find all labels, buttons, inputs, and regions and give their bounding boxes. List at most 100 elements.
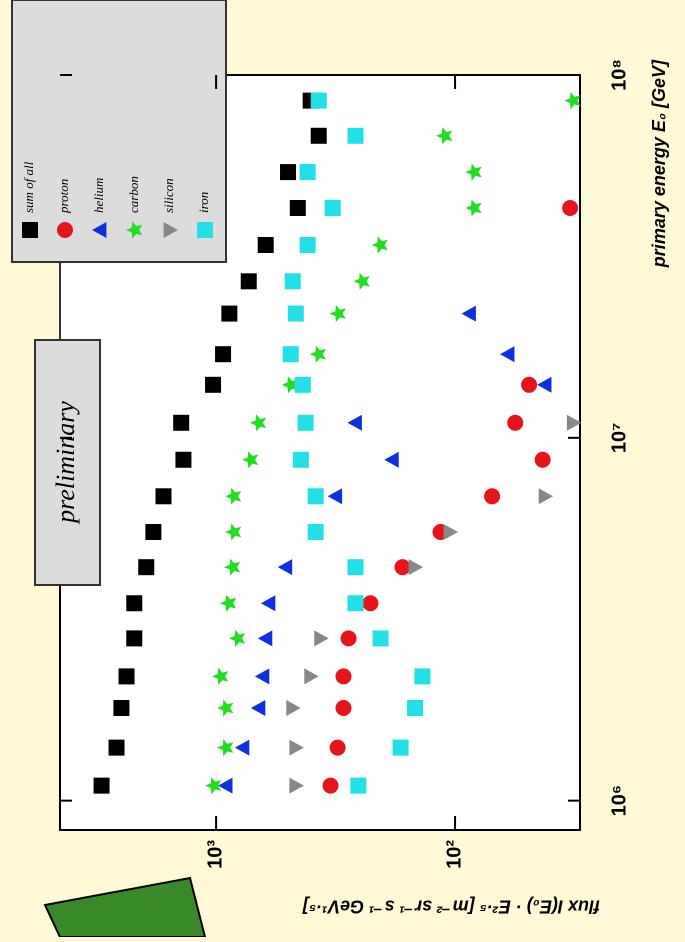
data-point	[289, 777, 304, 794]
data-point	[304, 668, 319, 685]
data-point	[297, 414, 314, 431]
data-point	[155, 488, 172, 505]
legend-label: proton	[56, 179, 71, 214]
annotation: preliminary	[51, 401, 80, 525]
annotation-box	[34, 339, 101, 586]
data-point	[284, 273, 301, 290]
data-point	[254, 668, 270, 685]
data-point	[212, 667, 229, 685]
data-point	[113, 700, 130, 717]
data-point	[537, 376, 552, 393]
x-tick-label: 10⁷	[608, 423, 630, 454]
data-point	[327, 488, 343, 505]
data-point	[335, 700, 352, 717]
data-point	[145, 524, 162, 541]
data-point	[329, 305, 346, 323]
data-point	[205, 777, 222, 795]
data-point	[205, 376, 222, 393]
legend-marker	[126, 221, 143, 239]
data-point	[307, 524, 324, 541]
x-axis-label: primary energy E₀ [GeV]	[649, 59, 669, 268]
data-point	[465, 163, 482, 181]
data-point	[126, 595, 143, 612]
data-point	[347, 595, 364, 612]
data-point	[217, 699, 234, 717]
data-point	[229, 629, 246, 647]
data-point	[215, 346, 232, 363]
data-point	[353, 272, 370, 290]
data-point	[322, 777, 339, 794]
legend-marker	[163, 222, 178, 238]
data-point	[224, 558, 241, 576]
data-point	[281, 376, 298, 394]
data-point	[538, 488, 554, 505]
data-point	[234, 739, 250, 756]
data-point	[443, 524, 458, 541]
legend-box	[11, 0, 227, 263]
legend-label: iron	[196, 192, 211, 213]
data-point	[564, 92, 581, 110]
legend-marker	[22, 222, 38, 238]
data-point	[384, 451, 399, 468]
data-point	[280, 164, 297, 181]
data-point	[175, 451, 192, 468]
data-point	[289, 199, 306, 216]
data-point	[414, 668, 431, 685]
data-point	[299, 236, 316, 253]
data-point	[534, 451, 551, 468]
data-point	[307, 488, 324, 505]
x-tick-label: 10⁸	[608, 59, 630, 91]
data-point	[108, 739, 125, 756]
data-point	[240, 273, 257, 290]
data-point	[225, 487, 242, 505]
data-point	[138, 559, 155, 576]
data-point	[218, 777, 233, 794]
data-point	[562, 199, 579, 216]
data-point	[249, 414, 267, 432]
data-point	[521, 376, 538, 393]
data-point	[126, 630, 143, 647]
data-point	[289, 739, 304, 756]
data-point	[292, 451, 309, 468]
data-point	[350, 777, 367, 794]
legend-label: sum of all	[21, 161, 36, 213]
legend-label: helium	[91, 178, 106, 213]
data-point	[277, 559, 293, 576]
data-point	[465, 199, 482, 217]
data-point	[217, 739, 234, 757]
x-tick-label: 10⁶	[608, 785, 630, 816]
data-point	[507, 414, 524, 431]
plot-group: preliminary primary energy E₀ [GeV] flux…	[11, 0, 669, 916]
data-point	[220, 594, 237, 612]
legend-label: carbon	[126, 176, 141, 213]
data-point	[347, 414, 362, 431]
data-point	[500, 346, 515, 363]
data-point	[394, 559, 411, 576]
legend-marker	[92, 222, 107, 238]
data-point	[362, 595, 379, 612]
data-point	[225, 523, 242, 541]
data-point	[340, 630, 357, 647]
data-point	[173, 414, 190, 431]
data-point	[484, 488, 501, 505]
data-point	[436, 127, 453, 145]
legend-marker	[197, 222, 213, 238]
data-point	[294, 376, 311, 393]
data-point	[310, 92, 327, 109]
data-point	[287, 305, 304, 322]
data-point	[407, 700, 424, 717]
data-point	[257, 630, 273, 647]
data-point	[392, 739, 409, 756]
data-point	[286, 700, 301, 717]
data-point	[250, 700, 266, 717]
legend-label: silicon	[161, 178, 176, 213]
data-point	[329, 739, 346, 756]
data-point	[299, 164, 316, 181]
data-point	[260, 595, 276, 612]
data-point	[221, 305, 238, 322]
data-point	[314, 630, 329, 647]
data-point	[257, 236, 274, 253]
data-point	[461, 305, 476, 322]
